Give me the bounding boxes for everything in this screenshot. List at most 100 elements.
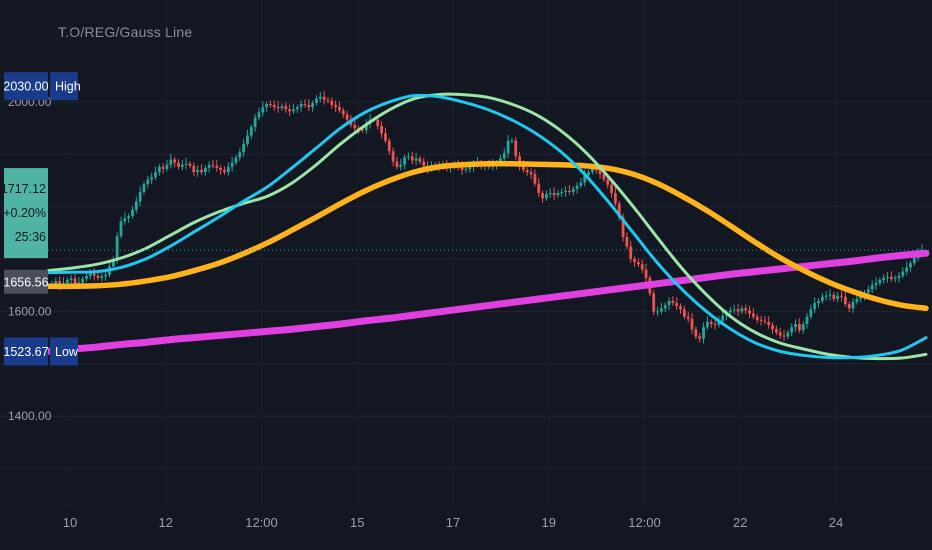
candle-body [242, 143, 246, 153]
candle-body [391, 151, 395, 162]
series-line [45, 160, 929, 312]
candle-body [177, 162, 180, 167]
x-tick-label: 10 [63, 515, 77, 530]
candle-body [345, 114, 349, 120]
candle-body [897, 275, 901, 278]
indicator-lines [44, 92, 930, 361]
candle-body [518, 156, 521, 166]
candle-body [188, 163, 192, 166]
candle-body [889, 276, 893, 279]
candle-body [717, 320, 721, 326]
candle-body [560, 192, 564, 194]
candle-body [180, 164, 184, 167]
svg-text:Low: Low [55, 345, 79, 359]
candle-body [556, 193, 560, 196]
candle-body [568, 190, 571, 192]
candle-body [85, 275, 88, 279]
candle-body [640, 264, 644, 270]
candle-body [299, 104, 303, 108]
candle-body [131, 209, 134, 217]
candle-body [763, 320, 767, 322]
candle-body [652, 293, 656, 312]
candle-body [334, 105, 338, 108]
candle-body [705, 321, 709, 328]
candle-body [123, 218, 127, 222]
x-tick-label: 12:00 [245, 515, 278, 530]
candle-body [226, 166, 230, 173]
candle-body [541, 193, 544, 199]
candle-body [694, 329, 698, 337]
candle-body [307, 105, 311, 108]
candle-body [422, 161, 426, 166]
candle-body [418, 158, 422, 162]
candle-body [878, 280, 882, 284]
candle-body [196, 170, 200, 173]
candle-body [399, 164, 403, 167]
candle-body [246, 135, 249, 144]
candle-body [886, 276, 889, 278]
last-price-text: +0.20% [3, 206, 46, 220]
candle-body [249, 127, 253, 136]
candle-body [790, 327, 794, 333]
candle-body [751, 313, 755, 317]
candle-body [410, 156, 414, 161]
candle-body [606, 179, 610, 185]
x-tick-label: 19 [542, 515, 556, 530]
candle-body [223, 170, 226, 173]
candle-body [686, 316, 690, 319]
candle-body [870, 285, 874, 290]
candle-body [92, 273, 96, 276]
reference-label-badge: High [50, 72, 81, 101]
candle-body [395, 161, 399, 167]
candle-body [759, 319, 763, 321]
candle-body [721, 315, 725, 321]
candle-body [330, 100, 334, 106]
candle-body [629, 246, 633, 260]
candle-body [522, 165, 525, 170]
candle-body [96, 275, 100, 278]
candle-body [460, 166, 464, 170]
x-tick-label: 17 [446, 515, 460, 530]
candle-body [709, 321, 713, 324]
candle-body [682, 309, 686, 317]
candle-body [387, 140, 391, 152]
candle-body [805, 316, 809, 324]
reference-price-badge: 2030.00 [3, 72, 49, 101]
candle-body [828, 294, 832, 296]
candle-body [602, 174, 606, 180]
candle-body [679, 306, 682, 310]
candle-body [866, 289, 870, 293]
candle-body [855, 298, 859, 302]
candle-body [54, 281, 58, 284]
candle-body [801, 324, 805, 331]
candle-body [782, 335, 786, 337]
candle-body [824, 295, 828, 297]
candle-body [587, 172, 590, 176]
candle-body [253, 117, 257, 128]
candle-body [234, 157, 238, 163]
candle-body [295, 107, 299, 110]
candle-body [774, 329, 778, 333]
svg-text:High: High [55, 80, 81, 94]
candle-body [219, 167, 223, 170]
candle-body [598, 170, 602, 175]
candle-body [809, 309, 813, 317]
candle-body [238, 152, 242, 158]
candle-body [675, 303, 679, 307]
candle-body [318, 96, 322, 99]
candle-body [636, 262, 640, 265]
candle-body [533, 174, 537, 184]
candle-body [173, 159, 177, 163]
candle-body [748, 310, 751, 314]
candle-body [893, 277, 897, 279]
candle-body [376, 119, 380, 126]
candle-body [613, 193, 617, 204]
candle-body [203, 167, 207, 173]
candle-body [590, 168, 594, 173]
candle-body [736, 309, 740, 312]
candle-body [667, 300, 671, 306]
candle-body [407, 156, 410, 158]
candle-body [671, 300, 675, 304]
